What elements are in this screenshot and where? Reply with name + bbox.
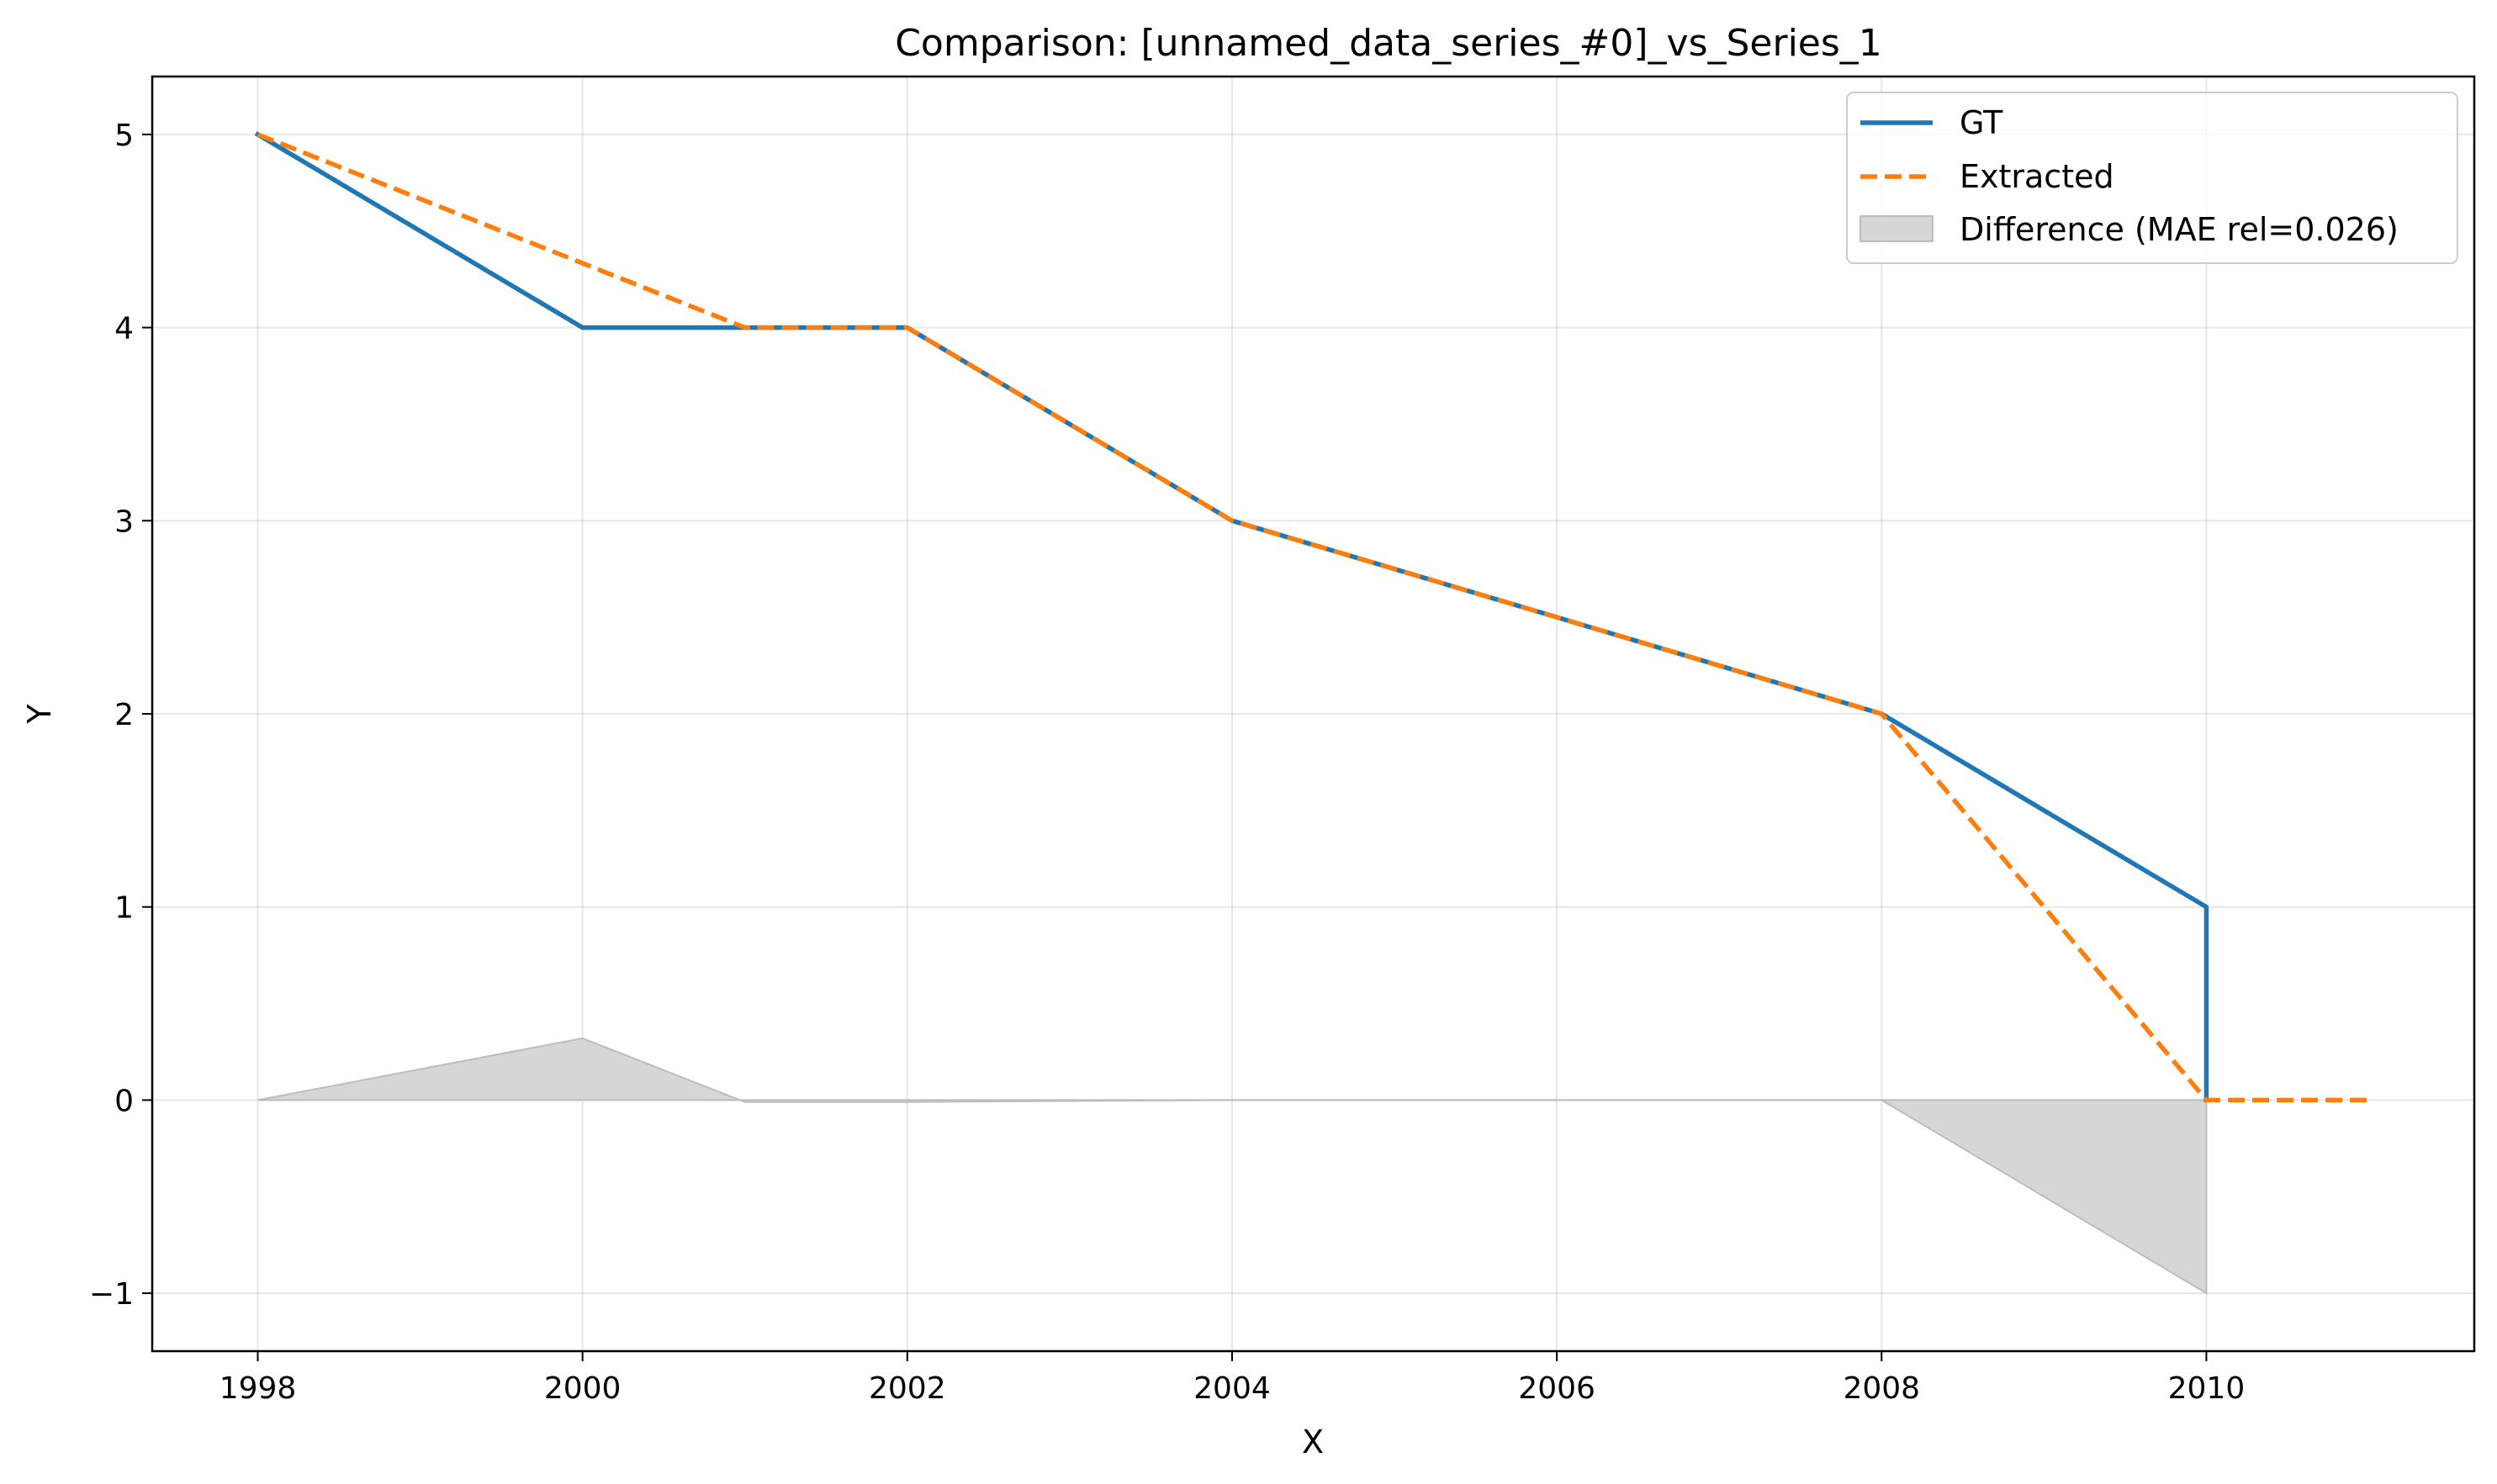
x-tick-label: 2002 [869, 1371, 946, 1406]
chart-title: Comparison: [unnamed_data_series_#0]_vs_… [895, 22, 1882, 65]
x-tick-label: 2000 [544, 1371, 622, 1406]
difference-area [257, 1037, 2208, 1295]
x-tick-label: 2004 [1193, 1371, 1271, 1406]
legend-label-difference: Difference (MAE rel=0.026) [1960, 211, 2399, 248]
y-tick-label: −1 [89, 1277, 134, 1312]
x-axis-title: X [1302, 1423, 1324, 1460]
x-tick-label: 2008 [1843, 1371, 1920, 1406]
y-tick-label: 1 [114, 891, 134, 926]
y-tick-label: 0 [114, 1084, 134, 1118]
series-line-extracted [257, 132, 2369, 1103]
legend-label-extracted: Extracted [1960, 158, 2114, 195]
series-layer [254, 131, 2369, 1103]
x-tick-label: 1998 [220, 1371, 297, 1406]
y-tick-label: 2 [114, 698, 134, 732]
x-tick-label: 2006 [1518, 1371, 1595, 1406]
legend-swatch-difference [1860, 215, 1934, 242]
axis-ticks: 1998 2000 2002 2004 2006 2008 2010 −1 0 1 2 3 4 5 [89, 119, 2245, 1406]
y-tick-label: 4 [114, 312, 134, 346]
legend: GT Extracted Difference (MAE rel=0.026) [1846, 92, 2458, 264]
y-tick-label: 3 [114, 504, 134, 539]
difference-fill-layer [257, 1037, 2208, 1295]
x-tick-label: 2010 [2168, 1371, 2246, 1406]
legend-box [1846, 92, 2458, 264]
legend-label-gt: GT [1960, 104, 2003, 141]
y-tick-label: 5 [114, 119, 134, 153]
y-axis-title: Y [21, 704, 58, 725]
